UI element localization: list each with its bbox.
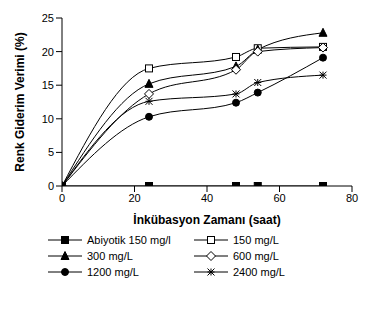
html-text:600 mg/L: 600 mg/L <box>233 250 279 262</box>
svg-text:5: 5 <box>48 146 54 158</box>
svg-text:25: 25 <box>42 12 54 24</box>
svg-text:20: 20 <box>128 192 140 204</box>
svg-text:Renk Giderim Verimi (%): Renk Giderim Verimi (%) <box>13 32 27 171</box>
html-text:150 mg/L: 150 mg/L <box>233 234 279 246</box>
html-text:1200 mg/L: 1200 mg/L <box>87 266 139 278</box>
html-text:2400 mg/L: 2400 mg/L <box>233 266 285 278</box>
svg-text:0: 0 <box>59 192 65 204</box>
svg-text:10: 10 <box>42 113 54 125</box>
svg-text:İnkübasyon Zamanı (saat): İnkübasyon Zamanı (saat) <box>133 212 280 227</box>
html-text:300 mg/L: 300 mg/L <box>87 250 133 262</box>
svg-text:40: 40 <box>201 192 213 204</box>
svg-text:60: 60 <box>273 192 285 204</box>
svg-text:20: 20 <box>42 46 54 58</box>
html-text:Abiyotik 150 mg/l: Abiyotik 150 mg/l <box>87 234 171 246</box>
svg-text:0: 0 <box>48 180 54 192</box>
svg-text:15: 15 <box>42 79 54 91</box>
svg-text:80: 80 <box>346 192 358 204</box>
